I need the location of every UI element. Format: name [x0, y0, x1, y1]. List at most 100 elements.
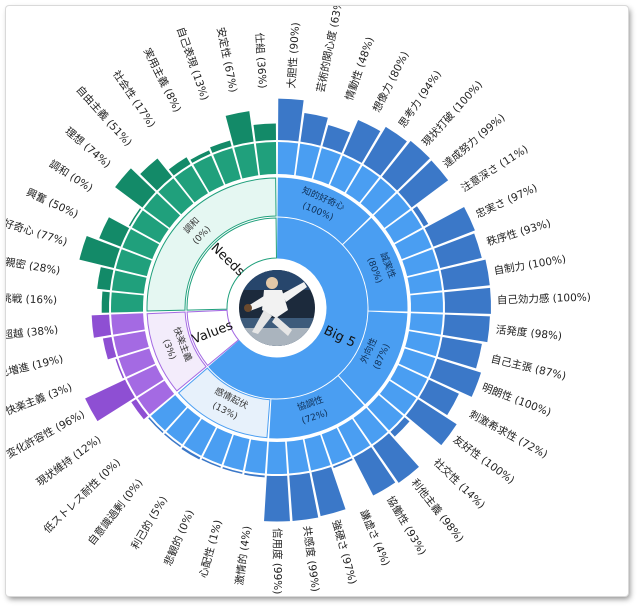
leaf-bar[interactable] [440, 259, 490, 291]
leaf-bar[interactable] [444, 287, 491, 314]
leaf-bar[interactable] [181, 447, 201, 460]
category-segment-big5[interactable] [208, 217, 368, 399]
leaf-base[interactable] [234, 143, 259, 179]
leaf-base[interactable] [407, 270, 443, 294]
leaf-base[interactable] [367, 395, 404, 431]
leaf-bar[interactable] [97, 267, 114, 291]
leaf-bar[interactable] [190, 150, 211, 163]
leaf-bar[interactable] [437, 336, 482, 369]
leaf-base[interactable] [111, 292, 144, 313]
leaf-base[interactable] [398, 348, 436, 377]
leaf-bar[interactable] [115, 168, 156, 208]
leaf-base[interactable] [131, 210, 169, 243]
leaf-bar[interactable] [429, 358, 482, 397]
leaf-base[interactable] [345, 165, 380, 203]
leaf-bar[interactable] [91, 314, 112, 338]
leaf-bar[interactable] [225, 111, 254, 146]
group-segment-hedonism[interactable] [146, 311, 207, 392]
leaf-base[interactable] [405, 331, 441, 357]
leaf-bar[interactable] [363, 126, 407, 176]
leaf-bar[interactable] [381, 140, 430, 191]
leaf-bar[interactable] [148, 417, 164, 434]
leaf-bar[interactable] [85, 379, 135, 422]
leaf-bar[interactable] [101, 291, 110, 313]
leaf-base[interactable] [115, 249, 152, 277]
category-segment-needs[interactable] [186, 217, 277, 311]
leaf-base[interactable] [183, 418, 216, 456]
leaf-base[interactable] [143, 193, 181, 228]
leaf-base[interactable] [330, 155, 361, 193]
leaf-base[interactable] [203, 427, 233, 465]
leaf-bar[interactable] [372, 433, 419, 483]
leaf-bar[interactable] [353, 447, 396, 496]
leaf-base[interactable] [373, 193, 411, 228]
leaf-bar[interactable] [99, 217, 130, 247]
leaf-base[interactable] [277, 142, 299, 176]
leaf-bar[interactable] [343, 119, 381, 163]
leaf-bar[interactable] [164, 433, 182, 448]
group-segment-neuroticism[interactable] [177, 367, 271, 439]
leaf-bar[interactable] [264, 475, 290, 522]
leaf-bar[interactable] [333, 458, 353, 469]
leaf-base[interactable] [360, 178, 396, 215]
leaf-base[interactable] [295, 143, 320, 179]
leaf-base[interactable] [193, 155, 224, 193]
leaf-base[interactable] [255, 142, 277, 176]
leaf-base[interactable] [410, 292, 443, 313]
leaf-bar[interactable] [168, 157, 191, 176]
leaf-base[interactable] [113, 331, 149, 357]
leaf-base[interactable] [137, 380, 175, 415]
leaf-bar[interactable] [201, 458, 221, 468]
leaf-base[interactable] [111, 270, 147, 294]
group-segment-openness[interactable] [277, 177, 371, 245]
leaf-base[interactable] [118, 348, 156, 377]
leaf-base[interactable] [390, 365, 428, 397]
group-segment-agreeableness[interactable] [269, 376, 364, 439]
leaf-bar[interactable] [434, 233, 482, 269]
leaf-bar[interactable] [140, 158, 173, 191]
leaf-bar[interactable] [222, 467, 243, 474]
leaf-base[interactable] [174, 165, 209, 203]
leaf-base[interactable] [223, 434, 250, 471]
leaf-bar[interactable] [322, 124, 351, 153]
category-segment-values[interactable] [186, 309, 240, 367]
leaf-base[interactable] [150, 395, 187, 431]
leaf-bar[interactable] [390, 417, 410, 437]
leaf-bar[interactable] [244, 472, 265, 478]
leaf-base[interactable] [385, 210, 423, 243]
leaf-bar[interactable] [405, 399, 457, 446]
leaf-bar[interactable] [412, 206, 429, 227]
leaf-base[interactable] [266, 441, 288, 474]
leaf-bar[interactable] [419, 379, 459, 416]
leaf-base[interactable] [394, 229, 432, 260]
group-segment-conscientiousness[interactable] [343, 217, 408, 312]
leaf-bar[interactable] [398, 160, 449, 208]
leaf-bar[interactable] [102, 336, 117, 360]
leaf-base[interactable] [111, 313, 145, 335]
leaf-bar[interactable] [210, 140, 232, 153]
leaf-bar[interactable] [300, 112, 328, 146]
leaf-bar[interactable] [115, 358, 125, 379]
leaf-base[interactable] [166, 407, 201, 445]
leaf-bar[interactable] [128, 208, 142, 227]
leaf-base[interactable] [409, 313, 443, 335]
leaf-base[interactable] [286, 439, 310, 474]
leaf-bar[interactable] [289, 472, 319, 521]
leaf-base[interactable] [321, 427, 351, 465]
leaf-base[interactable] [353, 407, 388, 445]
leaf-base[interactable] [304, 434, 331, 471]
group-segment-harmony[interactable] [146, 177, 277, 312]
leaf-base[interactable] [338, 418, 371, 456]
leaf-base[interactable] [126, 365, 164, 397]
leaf-base[interactable] [313, 148, 341, 185]
leaf-bar[interactable] [131, 399, 149, 420]
leaf-base[interactable] [213, 148, 241, 185]
leaf-bar[interactable] [311, 467, 346, 517]
leaf-bar[interactable] [424, 206, 475, 247]
leaf-base[interactable] [244, 439, 268, 474]
leaf-bar[interactable] [278, 98, 304, 142]
leaf-base[interactable] [122, 229, 160, 260]
leaf-base[interactable] [158, 178, 194, 215]
leaf-base[interactable] [402, 249, 439, 277]
leaf-bar[interactable] [79, 236, 120, 269]
